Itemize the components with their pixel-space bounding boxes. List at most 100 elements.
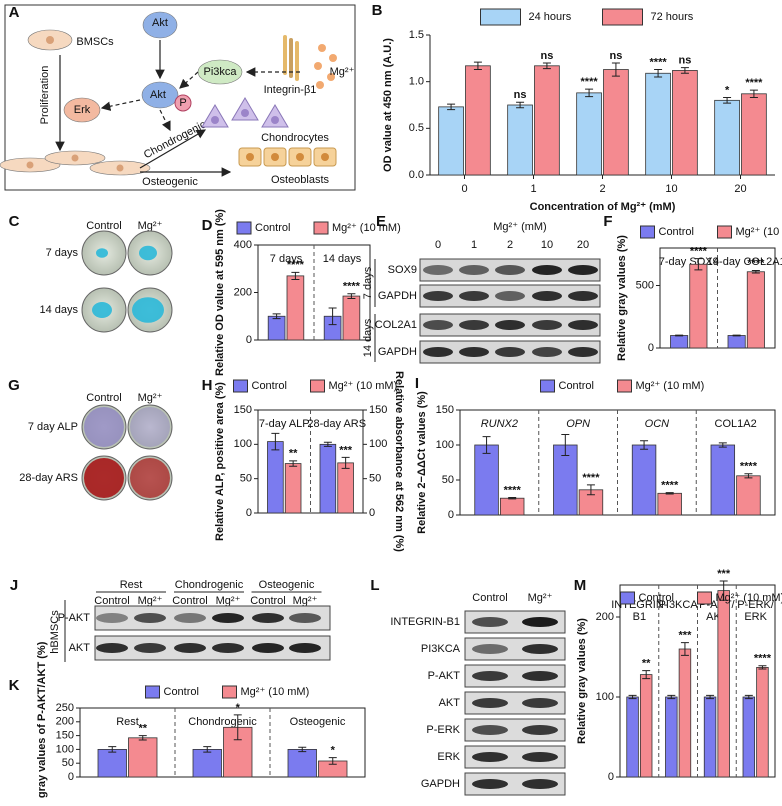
bar — [285, 464, 301, 513]
bar — [268, 316, 285, 340]
legend-label: Control — [659, 226, 694, 238]
blot-band — [472, 779, 508, 789]
label: 10 — [541, 239, 553, 251]
y2-tick-label: 50 — [369, 473, 381, 485]
blot-band — [522, 725, 558, 735]
legend-label: Control — [252, 380, 287, 392]
y-tick-label: 0 — [448, 509, 454, 521]
legend-label: Control — [164, 686, 199, 698]
blot-band — [472, 671, 508, 681]
y-tick-label: 50 — [62, 757, 74, 769]
panel-letter: L — [370, 577, 379, 594]
bar — [466, 66, 491, 175]
stain — [139, 246, 157, 260]
blot-band — [495, 291, 525, 301]
blot-band — [472, 725, 508, 735]
blot-band — [134, 643, 166, 653]
blot-band — [289, 643, 321, 653]
label: Integrin-β1 — [264, 84, 317, 96]
panel-letter: B — [372, 2, 383, 19]
blot-band — [459, 291, 489, 301]
panel-letter: H — [202, 377, 213, 394]
y-tick-label: 1.5 — [409, 29, 424, 41]
y-tick-label: 400 — [234, 239, 252, 251]
panel-letter: D — [202, 217, 213, 234]
label: BMSCs — [76, 36, 114, 48]
significance: ns — [678, 55, 691, 67]
bar — [98, 749, 127, 777]
label: Mg²⁺ — [216, 595, 241, 607]
nucleus — [72, 155, 79, 162]
legend-label: Mg²⁺ (10 mM) — [241, 686, 310, 698]
legend-swatch — [541, 380, 555, 392]
bar — [632, 445, 656, 515]
label: 14 days — [39, 304, 78, 316]
receptor — [295, 41, 299, 81]
y2-tick-label: 0 — [369, 507, 375, 519]
panel-letter: F — [603, 213, 612, 230]
legend-swatch — [234, 380, 248, 392]
label: 1 — [471, 239, 477, 251]
y-tick-label: 0 — [608, 771, 614, 783]
legend-swatch — [618, 380, 632, 392]
blot-band — [495, 347, 525, 357]
label: P-AKT — [428, 670, 461, 682]
label: Chondrocytes — [261, 132, 329, 144]
y-tick-label: 0 — [246, 334, 252, 346]
y2-tick-label: 150 — [369, 404, 387, 416]
legend-label: Control — [255, 222, 290, 234]
blot-band — [174, 643, 206, 653]
category-label: ERK — [744, 611, 767, 623]
legend-label: Control — [639, 592, 674, 604]
blot-band — [252, 643, 284, 653]
category-label: 14 days — [323, 253, 362, 265]
y2-axis-label: Relative absorbance at 562 nm (%) — [393, 371, 405, 552]
label: Mg²⁺ — [528, 592, 553, 604]
nucleus — [296, 153, 304, 161]
label: Mg²⁺ (mM) — [493, 221, 546, 233]
label: Control — [86, 392, 121, 404]
bar — [658, 493, 682, 515]
legend-label: Mg²⁺ (10 mM) — [329, 380, 398, 392]
blot-band — [134, 613, 166, 623]
significance: **** — [581, 76, 599, 88]
significance: **** — [504, 484, 522, 496]
panel-letter: G — [8, 377, 20, 394]
label: Control — [172, 595, 207, 607]
y-tick-label: 250 — [56, 702, 74, 714]
label: 7 day ALP — [28, 421, 78, 433]
ion — [314, 62, 322, 70]
arrow — [160, 110, 170, 130]
label: 2 — [507, 239, 513, 251]
label: P-ERK — [426, 724, 460, 736]
category-label: 7-day ALP — [259, 418, 310, 430]
bar — [673, 70, 698, 175]
stain — [130, 407, 170, 447]
blot-band — [568, 347, 598, 357]
legend-swatch — [237, 222, 251, 234]
category-label: Rest — [116, 716, 139, 728]
significance: * — [236, 702, 241, 714]
stain — [96, 248, 108, 258]
significance: **** — [287, 259, 305, 271]
ion — [329, 54, 337, 62]
label: Mg²⁺ — [293, 595, 318, 607]
blot-band — [459, 320, 489, 330]
category-label: 10 — [665, 183, 677, 195]
significance: ** — [642, 658, 651, 670]
significance: **** — [582, 472, 600, 484]
bar — [193, 749, 222, 777]
category-label: 14-day COL2A1 — [707, 256, 782, 268]
nucleus — [271, 116, 279, 124]
y-axis-label: Relative gray values (%) — [576, 618, 588, 744]
bar — [728, 336, 745, 349]
blot-band — [252, 613, 284, 623]
y-tick-label: 150 — [436, 404, 454, 416]
label: Control — [86, 220, 121, 232]
label: Control — [250, 595, 285, 607]
significance: ** — [138, 723, 147, 735]
legend-label: Mg²⁺ (10 mM) — [736, 226, 782, 238]
panel-letter: J — [10, 577, 18, 594]
rotated-label: Chondrogenic — [142, 118, 209, 161]
category-label: B1 — [633, 611, 646, 623]
